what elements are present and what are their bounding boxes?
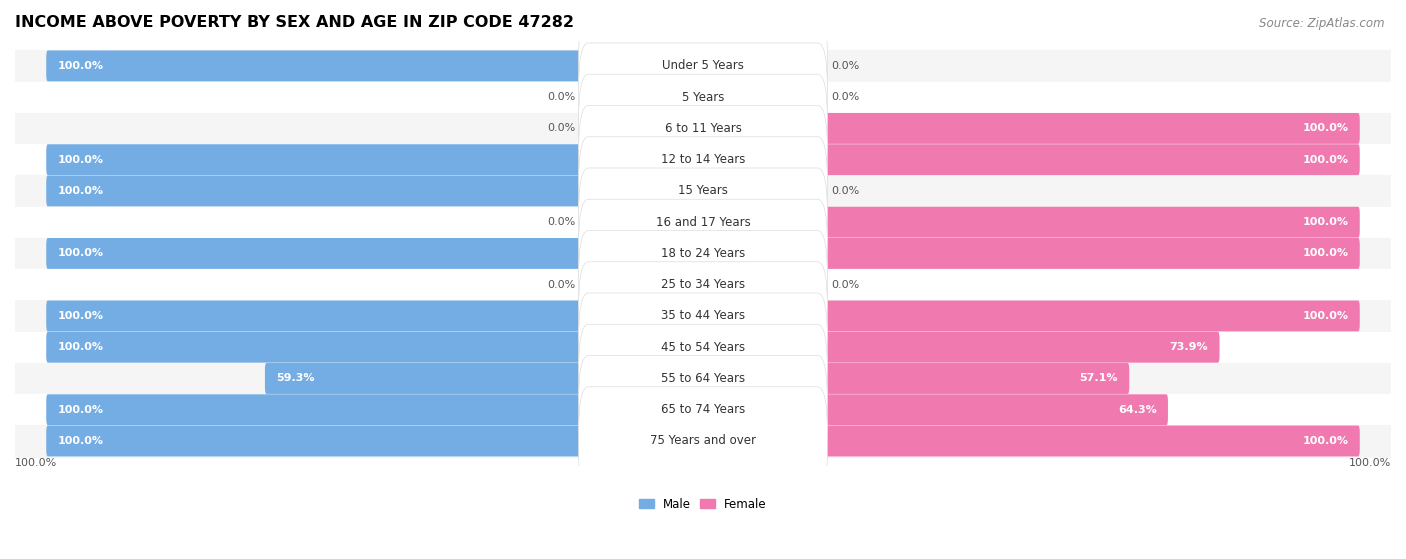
- Text: 25 to 34 Years: 25 to 34 Years: [661, 278, 745, 291]
- Text: 100.0%: 100.0%: [1302, 124, 1348, 134]
- Bar: [15, 82, 1391, 113]
- FancyBboxPatch shape: [46, 50, 586, 82]
- Bar: [15, 300, 1391, 331]
- Text: 75 Years and over: 75 Years and over: [650, 434, 756, 448]
- Text: 100.0%: 100.0%: [1302, 436, 1348, 446]
- FancyBboxPatch shape: [46, 238, 586, 269]
- FancyBboxPatch shape: [46, 144, 586, 175]
- FancyBboxPatch shape: [578, 293, 828, 401]
- Text: 64.3%: 64.3%: [1118, 405, 1157, 415]
- Text: 100.0%: 100.0%: [58, 248, 104, 258]
- FancyBboxPatch shape: [820, 363, 1129, 394]
- FancyBboxPatch shape: [820, 50, 825, 82]
- Bar: [15, 144, 1391, 176]
- Text: 57.1%: 57.1%: [1080, 373, 1118, 383]
- Text: 6 to 11 Years: 6 to 11 Years: [665, 122, 741, 135]
- Text: Under 5 Years: Under 5 Years: [662, 59, 744, 73]
- FancyBboxPatch shape: [820, 176, 825, 206]
- Bar: [15, 425, 1391, 457]
- Text: 100.0%: 100.0%: [58, 186, 104, 196]
- FancyBboxPatch shape: [578, 356, 828, 464]
- Text: 0.0%: 0.0%: [831, 186, 859, 196]
- FancyBboxPatch shape: [820, 207, 1360, 238]
- Text: 100.0%: 100.0%: [58, 155, 104, 165]
- FancyBboxPatch shape: [46, 301, 586, 331]
- FancyBboxPatch shape: [578, 12, 828, 120]
- FancyBboxPatch shape: [581, 269, 586, 300]
- Text: 0.0%: 0.0%: [547, 217, 575, 227]
- FancyBboxPatch shape: [578, 230, 828, 339]
- Bar: [15, 113, 1391, 144]
- Bar: [15, 269, 1391, 300]
- Text: 0.0%: 0.0%: [547, 124, 575, 134]
- FancyBboxPatch shape: [820, 113, 1360, 144]
- FancyBboxPatch shape: [46, 332, 586, 363]
- Bar: [15, 50, 1391, 82]
- Text: 100.0%: 100.0%: [1302, 217, 1348, 227]
- FancyBboxPatch shape: [820, 301, 1360, 331]
- FancyBboxPatch shape: [820, 82, 825, 112]
- Bar: [15, 394, 1391, 425]
- Text: 45 to 54 Years: 45 to 54 Years: [661, 341, 745, 354]
- FancyBboxPatch shape: [578, 43, 828, 151]
- Text: 65 to 74 Years: 65 to 74 Years: [661, 403, 745, 416]
- Text: 0.0%: 0.0%: [831, 61, 859, 71]
- Text: 16 and 17 Years: 16 and 17 Years: [655, 216, 751, 229]
- FancyBboxPatch shape: [264, 363, 586, 394]
- Text: 100.0%: 100.0%: [1302, 311, 1348, 321]
- FancyBboxPatch shape: [820, 269, 825, 300]
- Text: 100.0%: 100.0%: [1302, 155, 1348, 165]
- Text: 0.0%: 0.0%: [831, 280, 859, 290]
- FancyBboxPatch shape: [578, 199, 828, 307]
- Bar: [15, 331, 1391, 363]
- FancyBboxPatch shape: [46, 176, 586, 206]
- Text: INCOME ABOVE POVERTY BY SEX AND AGE IN ZIP CODE 47282: INCOME ABOVE POVERTY BY SEX AND AGE IN Z…: [15, 15, 574, 30]
- Text: 12 to 14 Years: 12 to 14 Years: [661, 153, 745, 166]
- Text: 100.0%: 100.0%: [58, 436, 104, 446]
- Text: Source: ZipAtlas.com: Source: ZipAtlas.com: [1260, 17, 1385, 30]
- Text: 0.0%: 0.0%: [831, 92, 859, 102]
- FancyBboxPatch shape: [578, 74, 828, 183]
- Bar: [15, 238, 1391, 269]
- FancyBboxPatch shape: [46, 394, 586, 425]
- Text: 100.0%: 100.0%: [15, 458, 58, 468]
- Text: 100.0%: 100.0%: [58, 405, 104, 415]
- Bar: [15, 207, 1391, 238]
- Text: 5 Years: 5 Years: [682, 91, 724, 103]
- Text: 100.0%: 100.0%: [58, 61, 104, 71]
- Text: 59.3%: 59.3%: [276, 373, 315, 383]
- FancyBboxPatch shape: [578, 137, 828, 245]
- Bar: [15, 363, 1391, 394]
- FancyBboxPatch shape: [581, 207, 586, 238]
- FancyBboxPatch shape: [581, 82, 586, 112]
- Text: 15 Years: 15 Years: [678, 184, 728, 197]
- FancyBboxPatch shape: [578, 262, 828, 370]
- FancyBboxPatch shape: [578, 324, 828, 433]
- Text: 73.9%: 73.9%: [1170, 342, 1208, 352]
- FancyBboxPatch shape: [578, 387, 828, 495]
- Bar: [15, 176, 1391, 207]
- FancyBboxPatch shape: [820, 394, 1168, 425]
- Text: 0.0%: 0.0%: [547, 280, 575, 290]
- FancyBboxPatch shape: [820, 332, 1219, 363]
- FancyBboxPatch shape: [820, 425, 1360, 457]
- Text: 0.0%: 0.0%: [547, 92, 575, 102]
- Text: 18 to 24 Years: 18 to 24 Years: [661, 247, 745, 260]
- Text: 100.0%: 100.0%: [58, 311, 104, 321]
- Legend: Male, Female: Male, Female: [634, 493, 772, 515]
- FancyBboxPatch shape: [581, 113, 586, 144]
- Text: 55 to 64 Years: 55 to 64 Years: [661, 372, 745, 385]
- FancyBboxPatch shape: [820, 238, 1360, 269]
- FancyBboxPatch shape: [578, 106, 828, 214]
- FancyBboxPatch shape: [578, 168, 828, 276]
- Text: 100.0%: 100.0%: [1348, 458, 1391, 468]
- Text: 100.0%: 100.0%: [58, 342, 104, 352]
- Text: 100.0%: 100.0%: [1302, 248, 1348, 258]
- FancyBboxPatch shape: [46, 425, 586, 457]
- Text: 35 to 44 Years: 35 to 44 Years: [661, 310, 745, 323]
- FancyBboxPatch shape: [820, 144, 1360, 175]
